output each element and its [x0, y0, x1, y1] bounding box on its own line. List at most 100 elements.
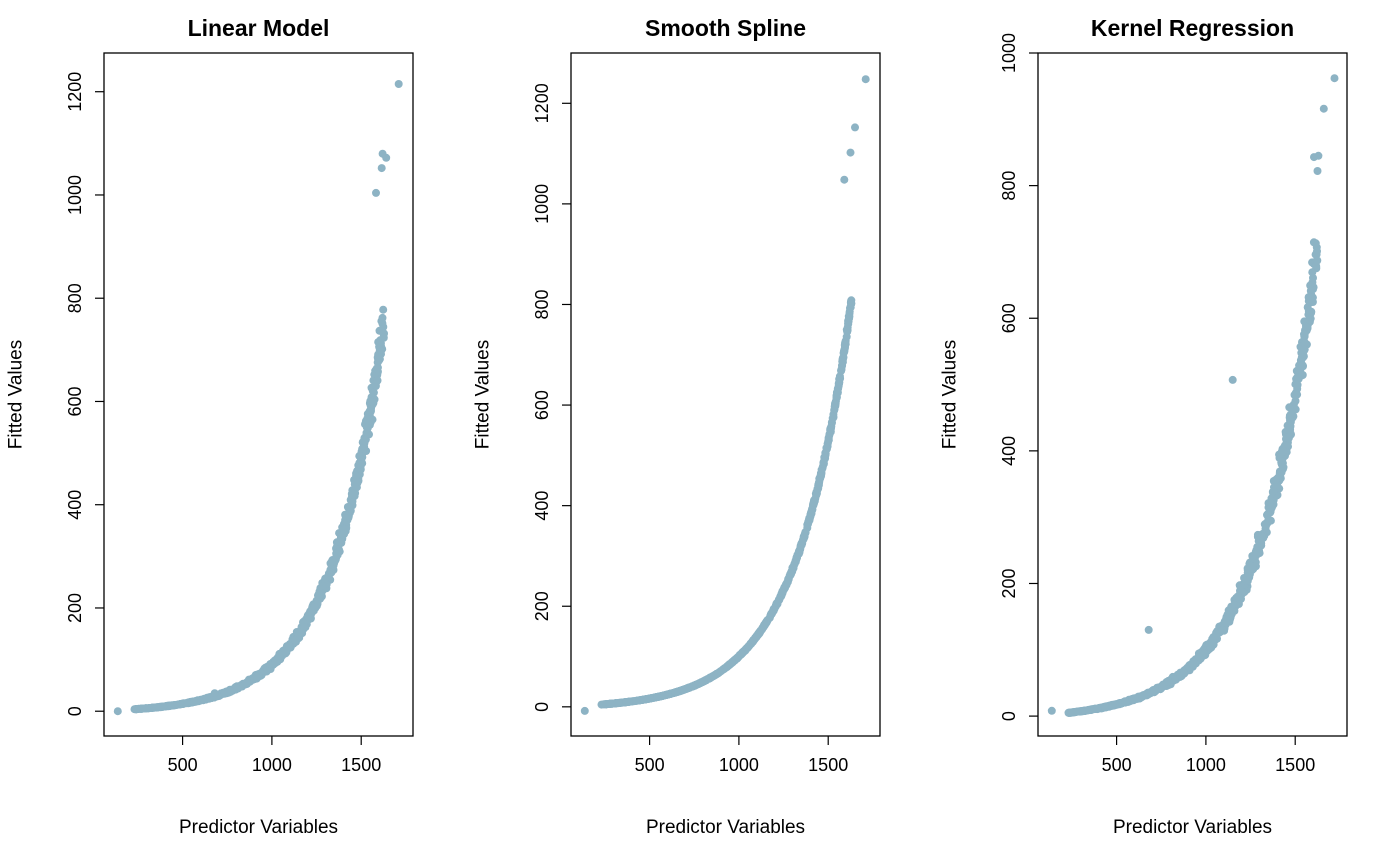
y-tick-label: 0	[65, 706, 85, 716]
chart-title: Kernel Regression	[1091, 15, 1294, 41]
data-point	[744, 641, 753, 650]
data-point	[363, 424, 372, 432]
data-point	[355, 460, 364, 469]
data-point	[310, 603, 319, 612]
data-point	[842, 325, 851, 334]
data-point	[373, 376, 382, 385]
data-point	[1297, 353, 1306, 362]
y-tick-label: 800	[65, 283, 85, 313]
data-point	[1144, 625, 1153, 634]
data-point	[1309, 274, 1317, 282]
y-axis: 0 200 400 600 800 1000 1200	[532, 83, 571, 712]
data-point	[360, 436, 369, 445]
data-point	[821, 449, 830, 458]
data-point	[342, 523, 351, 532]
y-tick-label: 600	[532, 390, 552, 420]
data-point	[782, 579, 791, 587]
data-point	[837, 366, 846, 375]
data-point	[752, 633, 761, 642]
data-point	[1228, 375, 1237, 384]
data-point	[341, 514, 350, 522]
y-axis: 0 200 400 600 800 1000	[999, 33, 1038, 721]
data-point	[1286, 410, 1295, 419]
data-point	[1268, 503, 1276, 512]
panel-3: 500 1000 1500 0 200 400 600 800 1000 Kernel Regre…	[940, 15, 1348, 838]
y-tick-label: 1000	[532, 184, 552, 224]
y-tick-label: 200	[999, 568, 1019, 598]
data-point	[372, 188, 380, 197]
data-point	[1304, 310, 1313, 319]
x-tick-label: 1500	[341, 755, 381, 775]
data-point	[1209, 640, 1218, 649]
data-point	[805, 514, 814, 523]
data-point	[253, 673, 262, 682]
data-point	[832, 393, 841, 402]
data-point	[159, 702, 168, 711]
y-tick-label: 800	[532, 289, 552, 319]
data-point	[679, 685, 688, 694]
data-point	[340, 530, 349, 538]
data-point	[756, 627, 765, 635]
data-point	[1121, 698, 1130, 706]
data-point	[760, 620, 769, 629]
data-point	[281, 647, 290, 656]
data-point	[716, 667, 725, 676]
data-point	[1170, 675, 1179, 684]
x-tick-label: 1500	[1275, 755, 1315, 775]
data-point	[367, 397, 376, 406]
y-tick-label: 1000	[65, 175, 85, 215]
data-point	[835, 378, 844, 387]
y-tick-label: 600	[65, 386, 85, 416]
y-tick-label: 400	[999, 436, 1019, 466]
data-point	[1285, 403, 1294, 412]
data-point	[840, 175, 849, 184]
data-point	[363, 414, 372, 423]
data-point	[1313, 167, 1322, 175]
y-tick-label: 600	[999, 303, 1019, 333]
data-point	[838, 358, 847, 367]
x-tick-label: 1000	[1186, 755, 1226, 775]
data-point	[766, 610, 775, 619]
data-point	[1301, 339, 1310, 348]
plot-frame	[570, 52, 881, 737]
data-point	[845, 313, 853, 322]
data-point	[606, 699, 615, 708]
data-point	[1108, 701, 1117, 709]
data-point	[1265, 516, 1274, 525]
scatter-points	[1047, 74, 1339, 717]
scatter-points	[580, 75, 870, 715]
data-point	[321, 574, 330, 583]
data-point	[727, 658, 736, 667]
x-axis: 500 1000 1500	[1102, 736, 1315, 775]
y-tick-label: 1200	[65, 72, 85, 112]
data-point	[846, 148, 855, 157]
data-point	[792, 553, 801, 562]
chart-title: Smooth Spline	[645, 15, 806, 41]
x-tick-label: 1500	[808, 755, 848, 775]
data-point	[1293, 380, 1302, 389]
data-point	[270, 659, 279, 668]
data-point	[1195, 653, 1203, 662]
x-axis: 500 1000 1500	[635, 736, 848, 775]
data-point	[819, 458, 828, 466]
y-tick-label: 0	[999, 711, 1019, 721]
data-point	[344, 503, 353, 512]
data-point	[328, 557, 336, 566]
data-point	[226, 687, 235, 696]
data-point	[1294, 373, 1303, 382]
y-tick-label: 0	[532, 702, 552, 712]
data-point	[375, 339, 384, 347]
data-point	[1257, 532, 1266, 541]
data-point	[831, 399, 840, 408]
y-tick-label: 200	[65, 593, 85, 623]
x-axis-label: Predictor Variables	[1113, 817, 1272, 838]
y-axis: 0 200 400 600 800 1000 1200	[65, 72, 104, 716]
data-point	[142, 704, 151, 713]
x-axis-label: Predictor Variables	[179, 817, 338, 838]
panels: 500 1000 1500 0 200 400 600 800 1000 1200 Linear M…	[6, 15, 1348, 838]
data-point	[1308, 293, 1317, 302]
data-point	[1311, 239, 1320, 248]
data-point	[861, 75, 870, 84]
data-point	[296, 628, 305, 637]
data-point	[243, 678, 252, 687]
